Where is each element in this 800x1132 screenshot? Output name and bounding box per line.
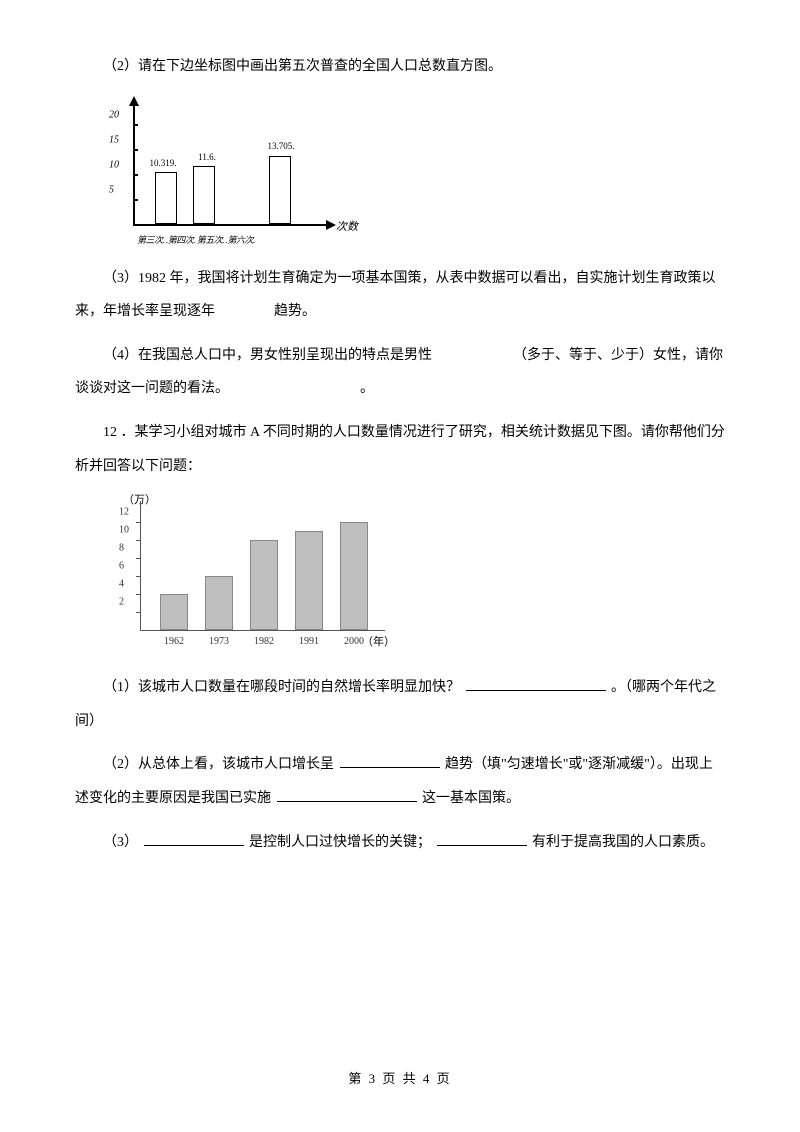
chart2-bar	[250, 540, 278, 630]
chart1-ytick	[133, 174, 138, 176]
chart2-ytick	[136, 558, 140, 559]
question-3: （3）1982 年，我国将计划生育确定为一项基本国策，从表中数据可以看出，自实施…	[75, 262, 725, 329]
sub2-text-c: 这一基本国策。	[422, 791, 520, 806]
chart1-bar-value: 11.6.	[198, 152, 216, 162]
chart1-ylabel: 15	[109, 134, 119, 145]
question-4: （4）在我国总人口中，男女性别呈现出的特点是男性 （多于、等于、少于）女性，请你…	[75, 339, 725, 406]
chart2-ylabel: 6	[119, 561, 124, 572]
question-12-2: （2）从总体上看，该城市人口增长呈 趋势（填"匀速增长"或"逐渐减缓"）。出现上…	[75, 748, 725, 815]
chart1-ytick	[133, 149, 138, 151]
chart2-bar	[295, 531, 323, 630]
chart2-x-category: 1973	[209, 636, 229, 647]
page-footer: 第 3 页 共 4 页	[0, 1068, 800, 1087]
chart2-x-category: 1962	[164, 636, 184, 647]
chart-city-population: （万） （年） 2468101219621973198219912000	[105, 493, 725, 653]
chart2-ytick	[136, 594, 140, 595]
chart2-ytick	[136, 540, 140, 541]
chart2-bar	[205, 576, 233, 630]
chart1-bar	[193, 166, 215, 224]
chart1-y-axis	[133, 104, 135, 226]
blank-field	[277, 787, 417, 802]
sub1-text-a: （1）该城市人口数量在哪段时间的自然增长率明显加快？	[103, 680, 460, 695]
chart2-ylabel: 4	[119, 579, 124, 590]
q4-text-c: 。	[360, 381, 374, 396]
chart2-x-axis	[140, 630, 385, 631]
chart1-ytick	[133, 199, 138, 201]
chart2-bar	[340, 522, 368, 630]
chart1-bar	[269, 156, 291, 224]
sub3-text-a: （3）	[103, 835, 138, 850]
sub3-text-c: 有利于提高我国的人口素质。	[532, 835, 714, 850]
q3-text-a: （3）1982 年，我国将计划生育确定为一项基本国策，从表中数据可以看出，自实施…	[75, 271, 716, 320]
chart2-x-category: 2000	[344, 636, 364, 647]
q3-text-b: 趋势。	[274, 304, 316, 319]
chart1-ylabel: 10	[109, 159, 119, 170]
question-12-3: （3） 是控制人口过快增长的关键； 有利于提高我国的人口素质。	[75, 826, 725, 860]
chart1-ylabel: 5	[109, 184, 114, 195]
chart1-bar-value: 10.319.	[150, 158, 177, 168]
blank-field	[466, 676, 606, 691]
chart2-x-unit: （年）	[362, 633, 395, 649]
chart2-ylabel: 8	[119, 543, 124, 554]
chart1-bar-value: 13.705.	[268, 141, 295, 151]
chart-census-histogram: 第三次. .第四次. 第五次. .第六次. 次数 5 10 15 20 10.319. 1…	[105, 94, 725, 244]
chart1-x-axis	[133, 224, 328, 226]
sub3-text-b: 是控制人口过快增长的关键；	[249, 835, 431, 850]
chart2-y-axis	[140, 501, 141, 631]
blank-field	[340, 753, 440, 768]
question-12-1: （1）该城市人口数量在哪段时间的自然增长率明显加快？ 。（哪两个年代之间）	[75, 671, 725, 738]
sub2-text-a: （2）从总体上看，该城市人口增长呈	[103, 757, 334, 772]
blank-field	[144, 830, 244, 845]
question-12-intro: 12 ．某学习小组对城市 A 不同时期的人口数量情况进行了研究，相关统计数据见下…	[75, 416, 725, 483]
chart2-bar	[160, 594, 188, 630]
chart2-ytick	[136, 576, 140, 577]
q4-text-a: （4）在我国总人口中，男女性别呈现出的特点是男性	[103, 348, 432, 363]
chart2-x-category: 1991	[299, 636, 319, 647]
chart2-ylabel: 10	[119, 525, 129, 536]
chart2-x-category: 1982	[254, 636, 274, 647]
chart2-ylabel: 12	[119, 507, 129, 518]
chart2-ytick	[136, 522, 140, 523]
chart1-bar	[155, 172, 177, 224]
chart2-ytick	[136, 612, 140, 613]
chart1-x-categories: 第三次. .第四次. 第五次. .第六次.	[137, 233, 255, 246]
chart2-ylabel: 2	[119, 597, 124, 608]
blank-field	[437, 830, 527, 845]
question-2: （2）请在下边坐标图中画出第五次普查的全国人口总数直方图。	[75, 50, 725, 84]
chart1-x-title: 次数	[336, 218, 358, 234]
chart1-ytick	[133, 124, 138, 126]
chart1-ylabel: 20	[109, 109, 119, 120]
